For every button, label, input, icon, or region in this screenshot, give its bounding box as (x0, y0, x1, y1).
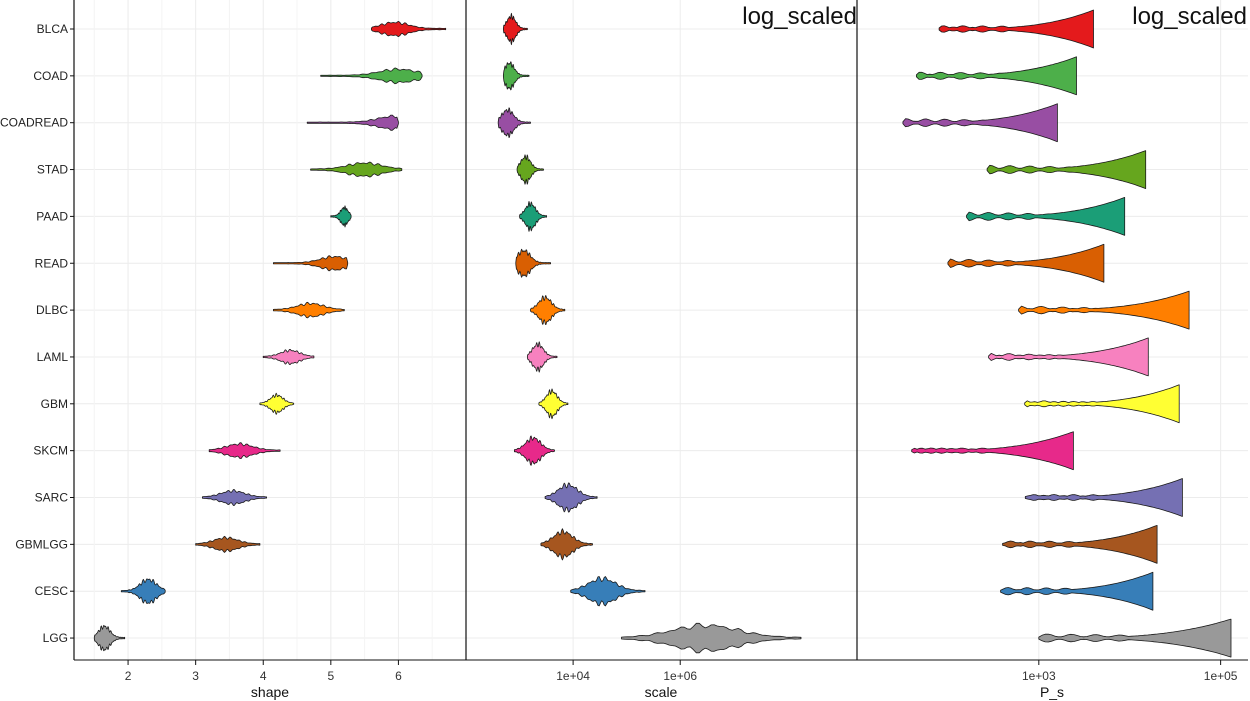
x-tick-label: 4 (260, 669, 267, 683)
y-label-cesc: CESC (35, 584, 69, 598)
violin-scale-cesc (570, 576, 646, 607)
violin-p-s-sarc (1024, 478, 1183, 517)
violin-shape-paad (330, 205, 352, 228)
x-tick-label: 3 (192, 669, 199, 683)
violin-scale-gbmlgg (540, 528, 593, 561)
y-label-sarc: SARC (35, 491, 69, 505)
panel-p-s: 1e+03 1e+05 (856, 0, 1248, 683)
log-scaled-label: log_scaled (1132, 3, 1247, 30)
violin-p-s-blca (938, 9, 1094, 49)
x-tick-label: 1e+06 (663, 669, 697, 683)
violin-shape-skcm (208, 442, 281, 459)
violin-scale-sarc (544, 482, 598, 513)
violin-scale-dlbc (530, 295, 566, 325)
violin-shape-dlbc (273, 301, 345, 319)
log-scaled-label: log_scaled (742, 3, 857, 30)
violin-scale-coadread (497, 107, 531, 138)
violin-scale-laml (527, 341, 558, 373)
panel-scale: 1e+04 1e+06 (465, 0, 857, 683)
violin-shape-gbm (259, 392, 295, 415)
y-label-laml: LAML (37, 350, 69, 364)
violin-shape-coadread (306, 114, 399, 131)
violin-p-s-lgg (1038, 618, 1232, 658)
panel-scale-annotation: log_scaled (742, 3, 857, 30)
y-label-skcm: SKCM (33, 444, 68, 458)
y-label-stad: STAD (37, 163, 68, 177)
y-label-paad: PAAD (36, 209, 68, 223)
violin-p-s-coad (916, 56, 1077, 96)
violin-scale-blca (503, 12, 528, 46)
panel-p-s-annotation: log_scaled (1132, 3, 1247, 30)
violin-scale-skcm (514, 435, 555, 466)
violin-shape-coad (320, 67, 423, 85)
violin-p-s-paad (966, 197, 1126, 236)
x-tick-label: 1e+05 (1204, 669, 1238, 683)
y-label-read: READ (35, 256, 69, 270)
x-axis-title-scale: scale (645, 684, 678, 700)
y-label-lgg: LGG (43, 631, 68, 645)
y-axis-category-labels: BLCA COAD COADREAD STAD PAAD READ DLBC LAML GBM S… (0, 22, 74, 645)
y-label-coadread: COADREAD (0, 116, 68, 130)
violin-p-s-skcm (911, 431, 1074, 471)
y-label-coad: COAD (33, 69, 68, 83)
x-tick-label: 1e+03 (1022, 669, 1056, 683)
x-tick-label: 2 (125, 669, 132, 683)
violin-scale-stad (516, 154, 544, 185)
violin-p-s-read (947, 243, 1105, 283)
y-label-dlbc: DLBC (36, 303, 68, 317)
x-tick-label: 6 (395, 669, 402, 683)
x-tick-label: 1e+04 (556, 669, 590, 683)
violin-scale-gbm (538, 388, 569, 420)
y-label-gbm: GBM (41, 397, 68, 411)
violin-scale-paad (519, 201, 547, 232)
panel-shape: 2 3 4 5 6 (73, 0, 466, 683)
violin-shape-cesc (120, 578, 166, 604)
violin-shape-sarc (202, 489, 267, 506)
violin-shape-blca (371, 21, 447, 37)
violin-p-s-dlbc (1018, 290, 1190, 330)
violin-p-s-gbm (1024, 384, 1180, 424)
violin-p-s-cesc (1000, 571, 1154, 611)
violin-shape-stad (310, 161, 403, 178)
violin-scale-read (515, 248, 551, 278)
x-tick-label: 5 (327, 669, 334, 683)
violin-p-s-gbmlgg (1002, 525, 1158, 564)
violin-shape-lgg (93, 624, 126, 652)
x-axis-title-p-s: P_s (1040, 684, 1064, 700)
violin-p-s-coadread (902, 103, 1058, 143)
violin-shape-gbmlgg (195, 535, 261, 553)
violin-scale-coad (503, 61, 530, 91)
violin-p-s-laml (988, 337, 1149, 377)
x-axis-title-shape: shape (251, 684, 289, 700)
violin-scale-lgg (621, 622, 802, 654)
violin-shape-read (273, 255, 349, 272)
y-label-blca: BLCA (37, 22, 68, 36)
violin-p-s-stad (986, 150, 1147, 189)
violin-shape-laml (262, 349, 315, 365)
y-label-gbmlgg: GBMLGG (15, 537, 68, 551)
